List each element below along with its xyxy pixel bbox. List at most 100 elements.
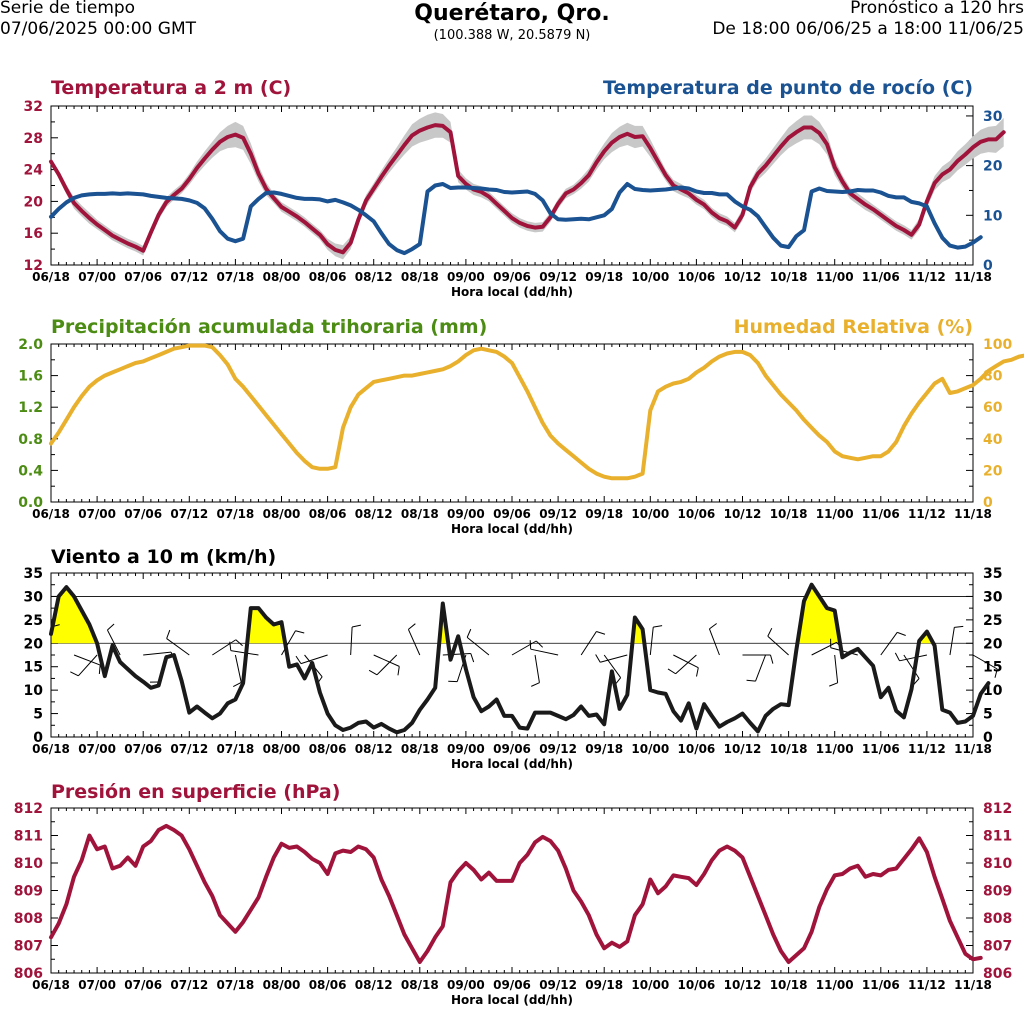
wind-barb-feather (233, 681, 242, 687)
wind-barb-feather (746, 679, 756, 682)
plot-frame (50, 105, 974, 266)
wind-barb-icon (649, 625, 663, 656)
x-tick-label: 09/00 (447, 978, 485, 992)
x-tick-label: 08/00 (263, 742, 301, 756)
x-tick-label: 10/18 (770, 742, 808, 756)
y-left-tick-label: 28 (24, 131, 43, 147)
wind-barb-shaft (899, 654, 928, 662)
x-tick-label: 10/12 (724, 270, 762, 284)
x-tick-label: 10/06 (678, 742, 716, 756)
x-tick-label: 06/18 (32, 270, 70, 284)
wind-barb-feather (696, 667, 699, 677)
y-right-tick-label: 60 (983, 400, 1003, 416)
x-tick-label: 08/06 (309, 507, 347, 521)
x-tick-label: 08/06 (309, 978, 347, 992)
y-left-tick-label: 30 (24, 589, 44, 605)
x-tick-label: 07/06 (124, 978, 162, 992)
y-right-tick-label: 10 (983, 208, 1003, 224)
x-tick-label: 11/12 (908, 507, 946, 521)
y-left-tick-label: 2.0 (18, 337, 43, 353)
y-left-tick-label: 0.8 (18, 432, 43, 448)
wind-barb-feather (107, 623, 115, 631)
wind-barb-shaft (675, 654, 697, 675)
x-axis-label: Hora local (dd/hh) (451, 757, 573, 771)
y-left-tick-label: 10 (24, 683, 44, 699)
x-tick-label: 07/18 (217, 742, 255, 756)
x-tick-label: 06/18 (32, 742, 70, 756)
x-tick-label: 07/00 (78, 742, 116, 756)
y-left-tick-label: 806 (14, 966, 43, 982)
wind-above-threshold-fill (247, 608, 286, 644)
wind-barb-feather (767, 627, 773, 637)
y-left-tick-label: 15 (24, 660, 43, 676)
wind-barb-feather (596, 631, 606, 635)
wind-barb-icon (442, 653, 475, 663)
y-left-tick-label: 0.0 (18, 495, 43, 511)
x-axis-label: Hora local (dd/hh) (451, 993, 573, 1007)
x-tick-label: 11/18 (954, 507, 992, 521)
wind-barb-icon (373, 654, 400, 676)
x-tick-label: 08/00 (263, 270, 301, 284)
wind-barb-shaft (376, 654, 398, 676)
panel-wind: 06/18 07/00 07/06 07/12 07/18 08/00 08/06 08/12… (24, 546, 1003, 771)
wind-barb-shaft (673, 654, 699, 669)
panel-pressure: 06/18 07/00 07/06 07/12 07/18 08/00 08/06 08/12… (14, 781, 1013, 1007)
x-tick-label: 09/00 (447, 507, 485, 521)
wind-barb-icon (972, 654, 998, 678)
y-left-tick-label: 0 (33, 730, 43, 746)
wind-barb-shaft (442, 653, 471, 656)
x-tick-label: 10/06 (678, 270, 716, 284)
x-tick-label: 08/18 (401, 742, 439, 756)
wind-barb-shaft (834, 654, 839, 683)
y-right-tick-label: 20 (983, 463, 1003, 479)
x-tick-label: 11/00 (816, 742, 854, 756)
wind-barb-feather (535, 640, 544, 648)
y-left-tick-label: 809 (14, 884, 43, 900)
x-tick-label: 09/00 (447, 742, 485, 756)
panel-title-left: Presión en superficie (hPa) (51, 781, 340, 803)
x-tick-label: 10/06 (678, 978, 716, 992)
location-coords: (100.388 W, 20.5879 N) (433, 28, 591, 43)
wind-barb-feather (770, 654, 774, 664)
y-right-tick-label: 100 (983, 337, 1012, 353)
wind-barb-icon (746, 654, 767, 682)
wind-barb-icon (233, 654, 242, 687)
x-tick-label: 11/12 (908, 742, 946, 756)
wind-barb-shaft (466, 636, 490, 656)
wind-barb-feather (295, 655, 302, 664)
wind-barb-icon (407, 623, 421, 656)
wind-barb-shaft (580, 631, 597, 656)
wind-barb-shaft (77, 654, 98, 677)
location-title: Querétaro, Qro. (414, 1, 610, 26)
wind-barb-feather (994, 668, 998, 678)
x-tick-label: 08/00 (263, 507, 301, 521)
wind-barb-shaft (600, 654, 628, 663)
wind-barb-feather (466, 628, 472, 638)
wind-barb-icon (811, 641, 844, 656)
wind-barb-feather (709, 623, 717, 630)
x-tick-label: 07/06 (124, 742, 162, 756)
wind-barb-icon (281, 630, 305, 656)
y-left-tick-label: 0.4 (18, 463, 43, 479)
wind-above-threshold-fill (797, 584, 841, 644)
wind-barb-shaft (603, 654, 622, 678)
x-tick-label: 07/00 (78, 270, 116, 284)
series-label: Serie de tiempo (0, 0, 136, 18)
x-tick-label: 09/12 (539, 978, 577, 992)
x-tick-label: 11/00 (816, 507, 854, 521)
x-tick-label: 07/18 (217, 507, 255, 521)
x-tick-label: 09/06 (493, 507, 531, 521)
x-tick-label: 10/00 (631, 507, 669, 521)
x-tick-label: 11/12 (908, 978, 946, 992)
x-tick-label: 11/06 (862, 270, 900, 284)
y-left-tick-label: 5 (33, 707, 43, 723)
wind-barb-shaft (234, 654, 242, 683)
wind-barb-shaft (649, 627, 654, 656)
wind-barb-shaft (106, 629, 121, 656)
x-tick-label: 07/12 (170, 742, 208, 756)
x-tick-label: 08/12 (355, 742, 393, 756)
wind-barb-feather (98, 664, 101, 675)
temperature-envelope (51, 112, 1004, 260)
x-tick-label: 10/18 (770, 270, 808, 284)
